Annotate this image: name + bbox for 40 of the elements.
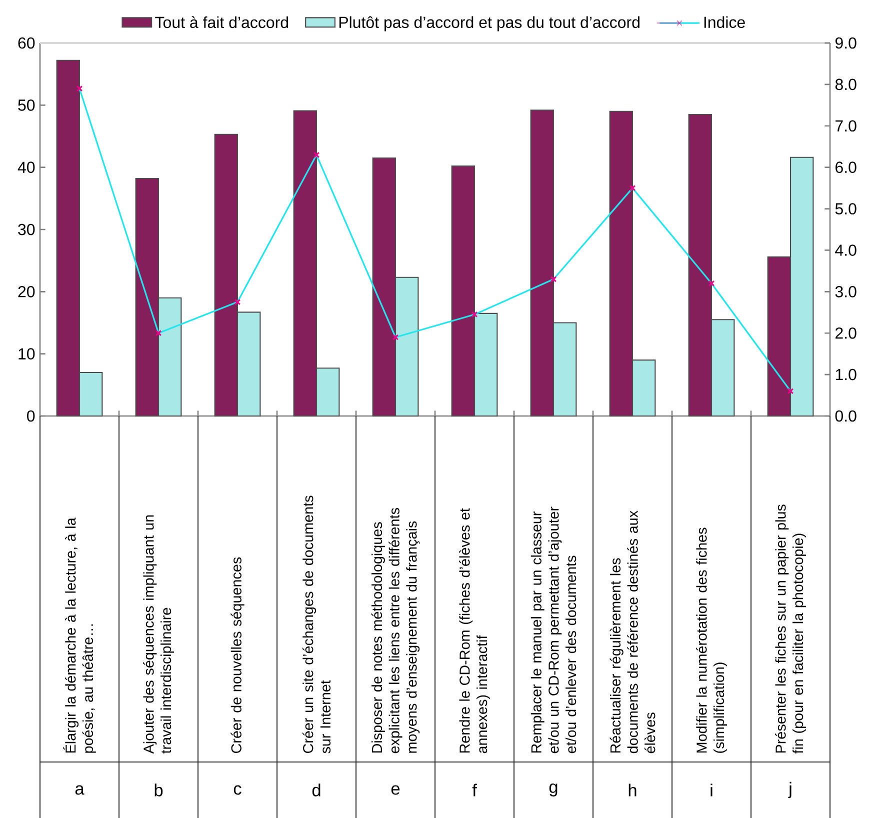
x-tick-label: Modifier la numérotation des fiches (simplification) <box>696 528 727 753</box>
x-tick-label: Élargir la démarche à la lecture, à la poésie, au théâtre… <box>63 518 96 753</box>
text: e <box>391 785 400 795</box>
text: b <box>154 784 163 796</box>
y-tick-label: 0 <box>27 410 35 422</box>
x-tick-label: Présenter les fiches sur un papier plus fin (pour en faciliter la photocopie) <box>775 504 806 754</box>
y-tick-label: 30 <box>18 224 35 236</box>
y2-tick-label: 7.0 <box>836 120 856 132</box>
y2-tick-label: 1.0 <box>836 368 856 380</box>
y2-tick-label: 9.0 <box>835 37 856 49</box>
y-tick-label: 20 <box>18 286 35 298</box>
y-tick-label: 60 <box>18 37 35 49</box>
x-tick-label: Réactualiser régulièrement les documents de référence destinés aux élèves <box>610 510 656 754</box>
text: i <box>710 784 712 796</box>
y2-tick-label: 4.0 <box>835 244 856 256</box>
y2-tick-label: 0.0 <box>835 410 856 422</box>
legend-label: Indice <box>704 16 745 28</box>
x-tick-label: Disposer de notes méthodologiques explicitant les liens entre les différents moyens d’enseignement du français <box>371 508 420 754</box>
text: c <box>234 785 242 795</box>
text: h <box>628 784 636 796</box>
legend-label: Plutôt pas d’accord et pas du tout d’accord <box>339 16 640 32</box>
x-tick-label: Remplacer le manuel par un classeur et/ou un CD-Rom permettant d’ajouter et/ou d’enlever des documents <box>530 506 576 754</box>
y2-tick-label: 6.0 <box>836 162 856 173</box>
y2-tick-label: 2.0 <box>836 327 856 339</box>
legend-label: Tout à fait d’accord <box>155 16 288 28</box>
y-tick-label: 40 <box>18 162 35 173</box>
y-tick-label: 50 <box>18 100 35 111</box>
x-tick-label: Ajouter des séquences impliquant un travail interdisciplinaire <box>143 515 174 754</box>
text: g <box>549 784 558 796</box>
y2-tick-label: 8.0 <box>835 78 856 90</box>
y-tick-label: 10 <box>18 348 35 360</box>
x-tick-label: Créer un site d’échanges de documents sur Internet <box>302 496 331 754</box>
x-tick-label: Rendre le CD-Rom (fiches d’élèves et annexes) interactif <box>459 508 490 754</box>
y2-tick-label: 5.0 <box>835 203 856 214</box>
y2-tick-label: 3.0 <box>835 286 856 298</box>
x-tick-label: Créer de nouvelles séquences <box>230 557 244 753</box>
text: a <box>75 785 84 795</box>
text: f <box>472 784 477 796</box>
text: d <box>312 784 320 796</box>
text: j <box>788 782 792 798</box>
